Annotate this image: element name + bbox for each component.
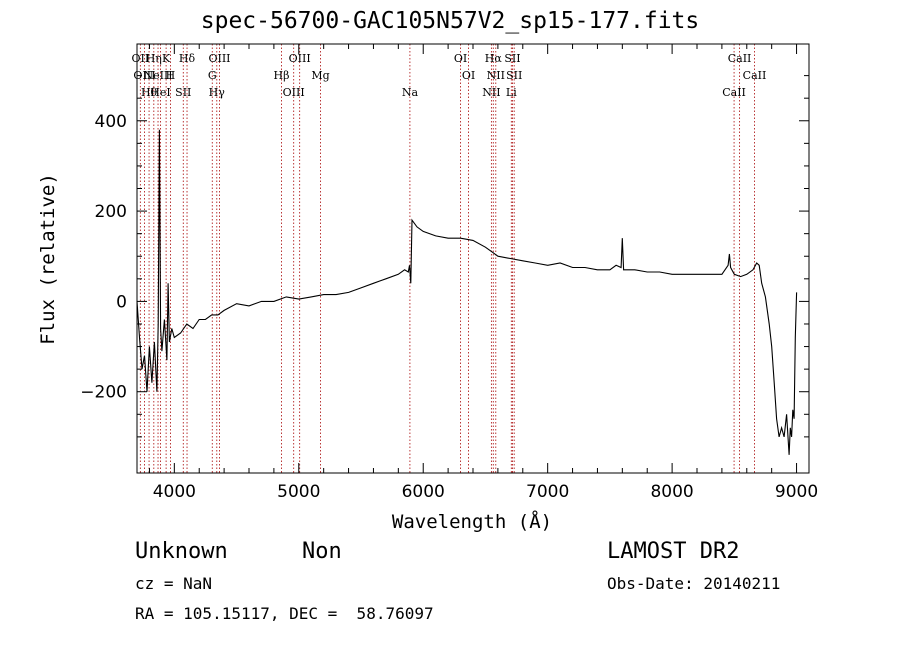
observation-date: Obs-Date: 20140211 [607,574,781,593]
emission-line-label: OI [454,52,467,65]
emission-line-label: Mg [311,69,329,82]
y-axis-label: Flux (relative) [37,173,59,345]
x-axis-label: Wavelength (Å) [392,510,552,533]
emission-line-label: Hβ [274,69,290,82]
emission-line-label: NeIII [143,69,172,82]
emission-line-label: CaII [728,52,752,65]
emission-line-label: OI [462,69,475,82]
emission-line-label: SII [506,69,522,82]
x-tick-label: 6000 [402,482,445,502]
emission-line-label: Hγ [209,86,226,99]
y-tick-label: 0 [116,292,127,312]
survey-name: LAMOST DR2 [607,539,740,564]
emission-line-label: Hθ [141,86,158,99]
emission-line-label: Hα [485,52,503,65]
emission-line-label: Hδ [179,52,196,65]
x-tick-label: 9000 [775,482,818,502]
emission-line-label: H [166,69,176,82]
axis-tick-labels: 4000 5000 6000 7000 8000 9000 −200 0 200 400 [80,112,818,502]
emission-line-label: CaII [722,86,746,99]
emission-line-label: SII [175,86,191,99]
emission-line-label: HeI [150,86,170,99]
axis-ticks [137,44,809,473]
emission-line-label: NII [487,69,505,82]
emission-line-label: OIII [133,69,155,82]
emission-line-markers [139,44,755,473]
x-tick-label: 4000 [153,482,196,502]
y-tick-label: −200 [80,383,127,403]
emission-line-label: OIII [289,52,311,65]
coordinates-radec: RA = 105.15117, DEC = 58.76097 [135,604,434,623]
chart-title: spec-56700-GAC105N57V2_sp15-177.fits [200,8,700,34]
emission-line-label: Na [402,86,419,99]
emission-line-label: K [162,52,171,65]
emission-line-label: Hη [146,52,162,65]
object-subclass: Non [302,539,342,564]
emission-line-label: OIII [283,86,305,99]
y-tick-label: 400 [95,112,127,132]
spectrum-series-line [136,129,798,455]
x-tick-label: 5000 [277,482,320,502]
redshift-cz: cz = NaN [135,574,213,593]
emission-line-label: G [208,69,217,82]
emission-line-label: Li [506,86,517,99]
x-tick-label: 7000 [526,482,569,502]
y-tick-label: 200 [95,202,127,222]
emission-line-label: SII [504,52,520,65]
plot-frame [136,43,810,474]
emission-line-label: NII [482,86,500,99]
x-tick-label: 8000 [650,482,693,502]
emission-line-label: OII [132,52,150,65]
emission-line-label: OIII [208,52,230,65]
emission-line-label: CaII [743,69,767,82]
emission-line-labels: OII OIII Hθ Hη NeIII HeI KH SII Hδ G Hγ OIII Hβ OIII O… [132,52,767,99]
object-class: Unknown [135,539,228,564]
